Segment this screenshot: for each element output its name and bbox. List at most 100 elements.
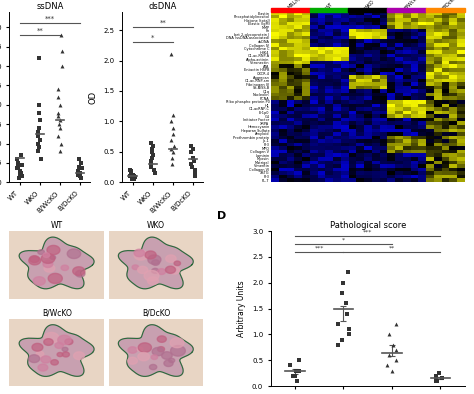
Point <box>127 170 135 177</box>
Point <box>189 146 197 152</box>
Polygon shape <box>44 333 59 343</box>
Point <box>149 143 157 149</box>
Point <box>15 175 23 182</box>
Point <box>54 113 62 120</box>
Point <box>148 149 156 155</box>
Point <box>392 357 399 363</box>
Point <box>334 321 342 327</box>
Polygon shape <box>157 347 164 351</box>
Point <box>189 155 197 161</box>
Point <box>56 148 64 154</box>
Point <box>129 175 137 181</box>
Polygon shape <box>128 357 137 364</box>
Point <box>35 133 42 139</box>
Point <box>58 47 66 54</box>
Point <box>77 175 85 182</box>
Polygon shape <box>41 254 55 263</box>
Polygon shape <box>145 251 156 259</box>
Point <box>190 158 198 164</box>
Bar <box>348 8 387 12</box>
Point <box>16 171 24 178</box>
Point <box>127 167 134 173</box>
Point <box>75 164 82 170</box>
Point <box>168 161 176 167</box>
Text: **: ** <box>36 28 43 33</box>
Polygon shape <box>48 273 63 284</box>
Point <box>14 160 22 166</box>
Point <box>55 133 62 139</box>
Polygon shape <box>169 266 180 274</box>
Polygon shape <box>134 250 148 260</box>
Point <box>77 160 85 166</box>
Polygon shape <box>38 250 45 255</box>
Point <box>58 63 66 69</box>
Point <box>127 168 135 175</box>
Polygon shape <box>132 265 139 269</box>
Text: ***: *** <box>315 245 324 250</box>
Polygon shape <box>73 267 85 275</box>
Point <box>36 117 44 123</box>
Point <box>148 155 155 161</box>
Point <box>383 362 391 369</box>
Point <box>436 370 443 376</box>
Point <box>130 173 137 179</box>
Polygon shape <box>170 338 184 348</box>
Polygon shape <box>44 339 53 346</box>
Polygon shape <box>62 347 68 351</box>
Text: D: D <box>217 211 226 221</box>
Title: B/DcKO: B/DcKO <box>142 309 170 318</box>
Point <box>18 162 26 168</box>
Polygon shape <box>33 277 46 285</box>
Polygon shape <box>65 339 73 345</box>
Point <box>129 172 137 178</box>
Polygon shape <box>169 358 175 362</box>
Bar <box>426 8 465 12</box>
Point <box>147 158 155 164</box>
Polygon shape <box>152 268 159 273</box>
Polygon shape <box>61 265 69 270</box>
Title: WT: WT <box>51 221 63 230</box>
Polygon shape <box>118 237 193 289</box>
Point <box>147 164 155 170</box>
Point <box>286 362 293 369</box>
Point <box>147 139 155 146</box>
Point <box>36 137 44 143</box>
Point <box>187 143 194 149</box>
Point <box>438 375 446 381</box>
Polygon shape <box>62 352 69 357</box>
Point <box>169 149 176 155</box>
Point <box>187 149 195 155</box>
Point <box>170 112 177 119</box>
Point <box>147 161 155 167</box>
Point <box>343 300 350 307</box>
Point <box>13 165 21 171</box>
Point <box>292 368 300 374</box>
Polygon shape <box>151 355 157 359</box>
Polygon shape <box>134 249 145 256</box>
Polygon shape <box>138 353 149 361</box>
Point <box>35 144 43 151</box>
Point <box>57 140 65 147</box>
Point <box>335 342 342 348</box>
Point <box>168 155 176 161</box>
Polygon shape <box>137 266 148 273</box>
Point <box>293 378 301 384</box>
Point <box>151 170 159 177</box>
Point <box>345 326 353 333</box>
Point <box>55 94 62 100</box>
Polygon shape <box>157 336 166 342</box>
Point <box>78 165 86 171</box>
Polygon shape <box>75 270 85 277</box>
Point <box>291 373 299 379</box>
Polygon shape <box>43 260 53 268</box>
Point <box>55 121 63 127</box>
Polygon shape <box>50 255 55 259</box>
Point <box>295 357 302 363</box>
Point <box>37 156 45 162</box>
Point <box>36 110 43 116</box>
Point <box>338 290 346 296</box>
Point <box>149 152 156 158</box>
Point <box>432 375 440 381</box>
Polygon shape <box>29 256 39 262</box>
Text: *: * <box>342 238 345 242</box>
